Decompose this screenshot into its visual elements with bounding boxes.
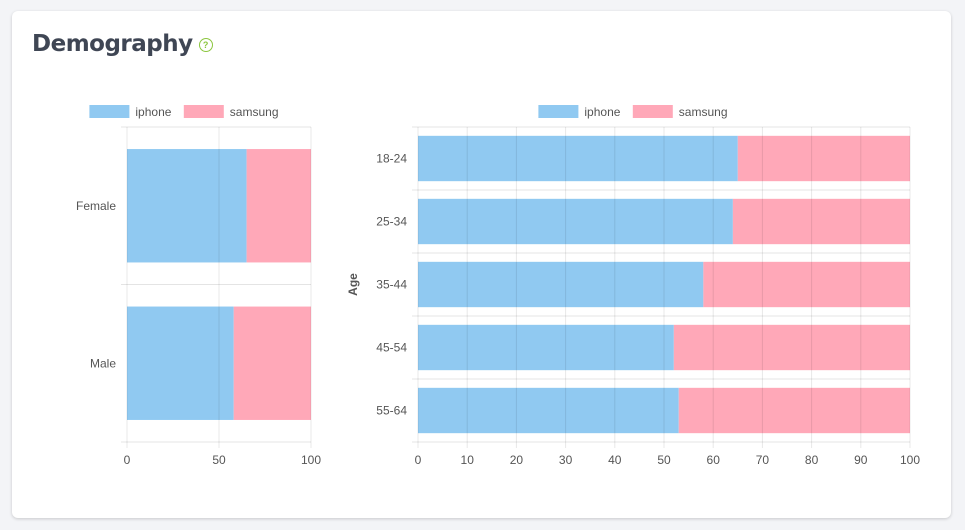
y-category-label: 55-64 <box>376 404 407 418</box>
bar-samsung-25-34 <box>732 198 910 245</box>
legend-swatch-samsung <box>632 105 673 118</box>
legend-swatch-iphone <box>538 105 579 118</box>
x-tick-label: 100 <box>900 453 920 467</box>
bar-samsung-18-24 <box>737 135 910 182</box>
legend-label-samsung: samsung <box>230 105 279 119</box>
x-tick-label: 50 <box>657 453 671 467</box>
y-category-label: 35-44 <box>376 278 407 292</box>
y-category-label: 45-54 <box>376 341 407 355</box>
y-category-label: Female <box>76 199 116 213</box>
x-tick-label: 70 <box>756 453 770 467</box>
bar-iphone-45-54 <box>418 324 674 371</box>
y-category-label: Male <box>90 356 116 370</box>
bar-iphone-female <box>127 149 247 263</box>
bar-samsung-female <box>246 149 311 263</box>
bar-samsung-35-44 <box>703 261 910 308</box>
x-tick-label: 90 <box>854 453 868 467</box>
bar-iphone-male <box>127 306 234 420</box>
x-tick-label: 50 <box>212 453 226 467</box>
bar-iphone-55-64 <box>418 387 679 434</box>
x-tick-label: 0 <box>124 453 131 467</box>
bar-samsung-45-54 <box>673 324 910 371</box>
y-category-label: 18-24 <box>376 152 407 166</box>
x-tick-label: 10 <box>461 453 475 467</box>
legend-label-samsung: samsung <box>679 105 728 119</box>
card-header: Demography ? <box>32 31 213 57</box>
x-tick-label: 20 <box>510 453 524 467</box>
legend-swatch-samsung <box>183 105 224 118</box>
legend-label-iphone: iphone <box>135 105 171 119</box>
x-tick-label: 80 <box>805 453 819 467</box>
bar-samsung-55-64 <box>678 387 910 434</box>
question-circle-icon[interactable]: ? <box>198 38 213 52</box>
x-tick-label: 100 <box>301 453 321 467</box>
bar-iphone-25-34 <box>418 198 733 245</box>
bar-iphone-35-44 <box>418 261 704 308</box>
legend-swatch-iphone <box>89 105 130 118</box>
x-tick-label: 30 <box>559 453 573 467</box>
x-tick-label: 40 <box>608 453 622 467</box>
x-tick-label: 0 <box>415 453 422 467</box>
bar-samsung-male <box>233 306 311 420</box>
legend-label-iphone: iphone <box>584 105 620 119</box>
bar-iphone-18-24 <box>418 135 738 182</box>
x-tick-label: 60 <box>707 453 721 467</box>
y-axis-label: Age <box>346 273 360 296</box>
y-category-label: 25-34 <box>376 215 407 229</box>
card-title: Demography <box>32 31 193 57</box>
